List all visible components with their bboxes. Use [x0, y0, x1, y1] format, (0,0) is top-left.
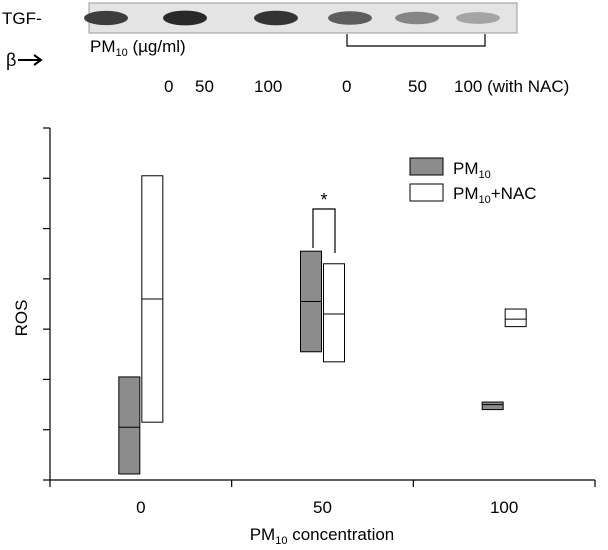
lane-label: 100 (with NAC) [454, 77, 569, 96]
western-blot: TGF- β PM10 (µg/ml) 0 50 100 0 50 100 (w… [2, 2, 569, 96]
y-axis-label: ROS [12, 300, 31, 337]
x-tick-labels: 0 50 100 [136, 498, 518, 517]
blot-band [328, 11, 372, 25]
significance-star: * [320, 190, 327, 210]
legend-pm10-main: PM [453, 159, 479, 178]
ros-chart: 0 50 100 ROS PM10 concentration * PM10 PM1… [12, 127, 596, 547]
blot-arrow-icon [18, 54, 43, 66]
nac-bracket [346, 34, 486, 47]
blot-band [456, 12, 500, 24]
blot-strip [88, 2, 518, 34]
legend-label-pm10: PM10 [453, 159, 491, 181]
blot-band [163, 10, 207, 26]
blot-bands [84, 10, 500, 26]
legend-swatch-pm10 [409, 157, 444, 176]
box-pm10 [118, 376, 141, 475]
significance-bracket [312, 208, 336, 253]
blot-protein-label: TGF- [2, 9, 42, 28]
legend-nac-tail: +NAC [491, 184, 537, 203]
legend-nac-main: PM [453, 184, 479, 203]
legend-pm10-sub: 10 [479, 169, 491, 181]
blot-units-sub: 10 [116, 47, 128, 59]
chart-boxes [118, 175, 527, 475]
blot-band [254, 10, 298, 26]
box-pm10-nac [504, 308, 527, 328]
lane-label: 50 [408, 77, 427, 96]
legend-nac-sub: 10 [479, 194, 491, 206]
legend-label-pm10-nac: PM10+NAC [453, 184, 537, 206]
x-label-tail: concentration [287, 525, 394, 544]
x-tick-label: 0 [136, 498, 145, 517]
lane-label: 0 [164, 77, 173, 96]
lane-label: 100 [254, 77, 282, 96]
legend-swatch-pm10-nac [409, 183, 444, 202]
blot-lane-labels: 0 50 100 0 50 100 (with NAC) [164, 77, 569, 96]
lane-label: 50 [195, 77, 214, 96]
legend: PM10 PM10+NAC [409, 157, 537, 206]
chart-axes [43, 127, 596, 487]
blot-units-main: PM [90, 37, 116, 56]
blot-dose-label: PM10 (µg/ml) [90, 37, 186, 59]
box-pm10 [481, 401, 504, 411]
box-pm10-nac [323, 263, 345, 363]
x-label-sub: 10 [275, 535, 287, 547]
blot-units-tail: (µg/ml) [128, 37, 186, 56]
x-label-main: PM [250, 525, 276, 544]
x-tick-label: 50 [313, 498, 332, 517]
x-axis-label: PM10 concentration [250, 525, 395, 547]
blot-band [395, 11, 439, 25]
x-tick-label: 100 [490, 498, 518, 517]
lane-label: 0 [342, 77, 351, 96]
blot-protein-beta: β [6, 50, 16, 70]
blot-beta-symbol: β [6, 50, 16, 70]
blot-band [84, 10, 128, 26]
